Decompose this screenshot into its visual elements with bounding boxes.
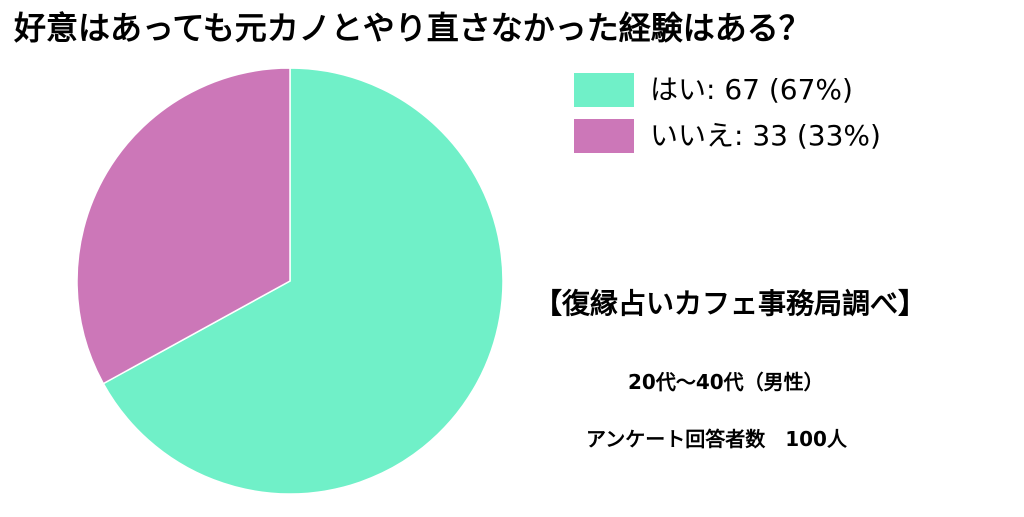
- chart-title: 好意はあっても元カノとやり直さなかった経験はある？: [14, 9, 811, 47]
- legend-swatch-no: [574, 119, 634, 153]
- survey-source: 【復縁占いカフェ事務局調べ】: [534, 287, 927, 320]
- legend-label-yes: はい: 67 (67%): [650, 73, 853, 106]
- legend-swatch-yes: [574, 73, 634, 107]
- legend-label-no: いいえ: 33 (33%): [650, 119, 881, 152]
- respondent-demographic: 20代〜40代（男性）: [628, 370, 824, 394]
- respondent-count: アンケート回答者数 100人: [586, 427, 847, 451]
- pie-slice-yes: [102, 67, 504, 495]
- pie-slice-no: [76, 67, 291, 385]
